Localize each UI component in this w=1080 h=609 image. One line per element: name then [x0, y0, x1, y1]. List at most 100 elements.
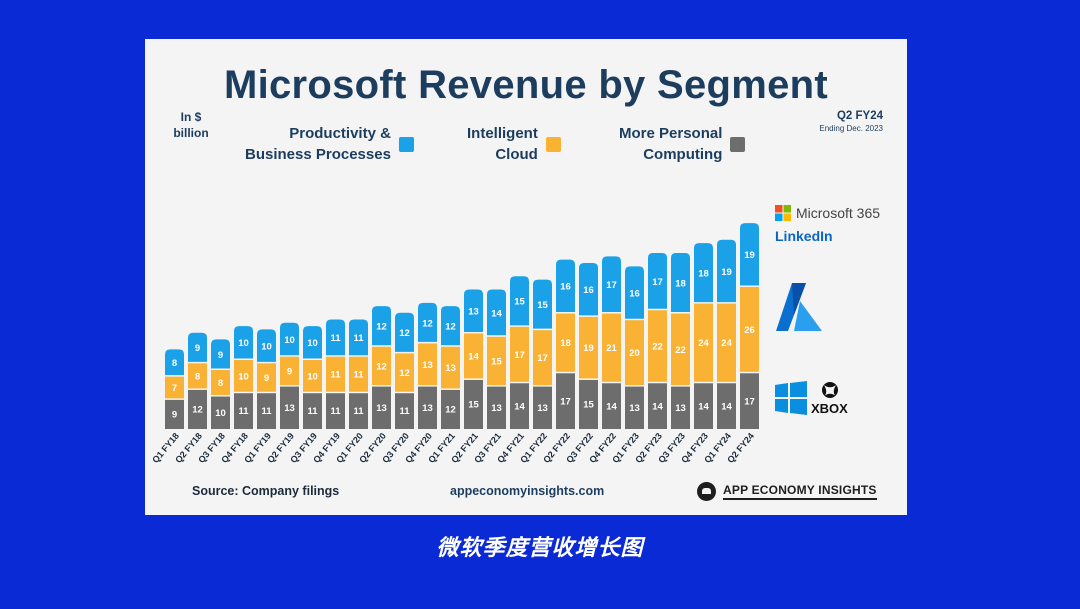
data-label: 12 [192, 405, 203, 416]
bar-segment [533, 386, 552, 429]
data-label: 17 [744, 396, 755, 407]
data-label: 16 [560, 282, 571, 293]
bar-segment [441, 346, 460, 389]
bar-segment [418, 302, 437, 342]
bar-segment [717, 239, 736, 303]
data-label: 13 [284, 403, 295, 414]
bar-segment [303, 326, 322, 359]
data-label: 14 [698, 401, 709, 412]
linkedin-text: LinkedIn [775, 228, 833, 244]
data-label: 20 [629, 348, 640, 359]
bar-segment [303, 393, 322, 429]
data-label: 15 [583, 400, 594, 411]
data-label: 16 [629, 288, 640, 299]
bar-segment [211, 339, 230, 369]
quarter-tag-subtitle: Ending Dec. 2023 [819, 124, 883, 133]
bar-segment [717, 383, 736, 429]
data-label: 11 [353, 333, 364, 344]
xbox-text: XBOX [811, 401, 848, 416]
data-label: 12 [422, 318, 433, 329]
data-label: 19 [744, 250, 755, 261]
ms-square-red [775, 205, 783, 213]
data-label: 8 [218, 378, 223, 389]
bar-segment [487, 336, 506, 386]
ms-square-blue [775, 213, 783, 221]
data-label: 13 [376, 403, 387, 414]
bar-segment [625, 266, 644, 319]
bar-segment [280, 356, 299, 386]
brand-logo: APP ECONOMY INSIGHTS [697, 482, 877, 501]
data-label: 24 [721, 338, 732, 349]
data-label: 24 [698, 338, 709, 349]
legend-swatch-blue [398, 136, 414, 152]
azure-icon [776, 283, 822, 331]
data-label: 10 [238, 338, 249, 349]
bar-segment [602, 256, 621, 313]
data-label: 17 [606, 280, 617, 291]
data-label: 18 [560, 338, 571, 349]
data-label: 21 [606, 343, 617, 354]
bar-segment [648, 383, 667, 429]
data-label: 9 [172, 410, 177, 421]
data-label: 8 [195, 371, 200, 382]
quarter-tag-title: Q2 FY24 [836, 110, 883, 122]
bar-segment [234, 393, 253, 429]
bar-segment [648, 253, 667, 309]
data-label: 9 [264, 373, 269, 384]
data-label: 10 [261, 342, 272, 353]
bar-segment [349, 393, 368, 429]
bar-segment [188, 332, 207, 362]
ms-square-green [783, 205, 791, 213]
bar-segment [487, 289, 506, 336]
bar-segment [326, 356, 345, 392]
data-label: 12 [445, 322, 456, 333]
data-label: 14 [491, 308, 502, 319]
bar-segment [418, 343, 437, 386]
website-link[interactable]: appeconomyinsights.com [450, 484, 605, 498]
data-label: 19 [583, 343, 594, 354]
bar-segment [188, 363, 207, 389]
bar-segment [740, 286, 759, 372]
bar-segment [510, 383, 529, 429]
data-label: 9 [218, 350, 223, 361]
bar-segment [694, 243, 713, 303]
bar-segment [556, 259, 575, 313]
data-label: 15 [514, 297, 525, 308]
data-label: 9 [287, 366, 292, 377]
bar-segment [510, 326, 529, 382]
data-label: 14 [721, 401, 732, 412]
bar-segment [625, 320, 644, 386]
bar-segment [211, 396, 230, 429]
bar-segment [556, 313, 575, 372]
bar-segment [487, 386, 506, 429]
data-label: 18 [698, 268, 709, 279]
data-label: 11 [238, 406, 249, 417]
bar-segment [395, 393, 414, 429]
data-label: 13 [537, 403, 548, 414]
data-label: 13 [629, 403, 640, 414]
bar-segment [418, 386, 437, 429]
data-label: 10 [238, 371, 249, 382]
legend-label: More Personal Computing [619, 125, 723, 163]
bar-segment [694, 303, 713, 382]
bar-segment [671, 253, 690, 313]
bars-group: 9 7 8 12 8 9 10 8 9 11 10 10 11 9 10 13 9 10 11 10 10 11 11 11 1… [165, 223, 759, 429]
data-label: 11 [261, 406, 272, 417]
bar-segment [602, 383, 621, 429]
bar-segment [257, 329, 276, 362]
stacked-bar-chart: 9 7 8 12 8 9 10 8 9 11 10 10 11 9 10 13 9 10 11 10 10 11 11 11 1… [150, 205, 880, 465]
bar-segment [349, 356, 368, 392]
data-label: 17 [652, 277, 663, 288]
bar-segment [671, 386, 690, 429]
bar-segment [533, 330, 552, 386]
data-label: 15 [468, 400, 479, 411]
bar-segment [717, 303, 736, 382]
bar-segment [165, 376, 184, 399]
data-label: 18 [675, 278, 686, 289]
bar-segment [694, 383, 713, 429]
bar-segment [326, 393, 345, 429]
data-label: 22 [675, 345, 686, 356]
data-label: 12 [399, 328, 410, 339]
bar-segment [441, 306, 460, 346]
brand-icon [697, 482, 716, 501]
